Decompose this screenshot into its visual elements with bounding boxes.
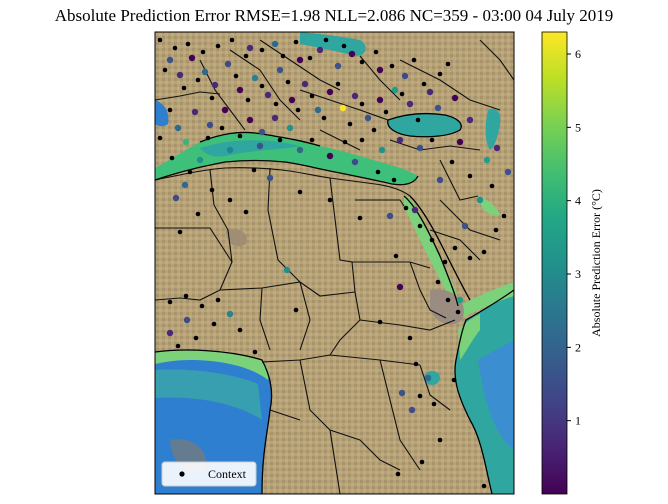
black-sea	[387, 113, 462, 137]
legend-box	[161, 461, 257, 487]
colorbar-label: Absolute Prediction Error (°C)	[589, 189, 603, 337]
colorbar-tick-label: 2	[575, 340, 581, 354]
colorbar: 1 2 3 4 5 6 Absolute Prediction Error (°C)	[541, 31, 603, 495]
colorbar-tick-label: 6	[575, 47, 581, 61]
country-borders	[155, 39, 514, 494]
colorbar-tick-label: 5	[575, 120, 581, 134]
coastlines	[155, 113, 514, 494]
error-points	[166, 40, 512, 414]
legend[interactable]: Context	[161, 461, 257, 487]
colorbar-tick-label: 4	[575, 194, 581, 208]
map-panel	[155, 32, 514, 494]
red-sea	[404, 196, 459, 306]
legend-context-label: Context	[208, 467, 247, 481]
colorbar-ticks: 1 2 3 4 5 6	[567, 47, 581, 428]
map-frame	[154, 31, 515, 495]
atlantic-shelf	[155, 350, 269, 380]
colorbar-tick-label: 3	[575, 267, 581, 281]
figure-title: Absolute Prediction Error RMSE=1.98 NLL=…	[54, 6, 614, 25]
lake-victoria	[424, 371, 440, 385]
context-points	[157, 37, 507, 489]
colorbar-gradient	[541, 31, 568, 495]
colorbar-tick-label: 1	[575, 414, 581, 428]
legend-context-marker	[179, 471, 185, 477]
